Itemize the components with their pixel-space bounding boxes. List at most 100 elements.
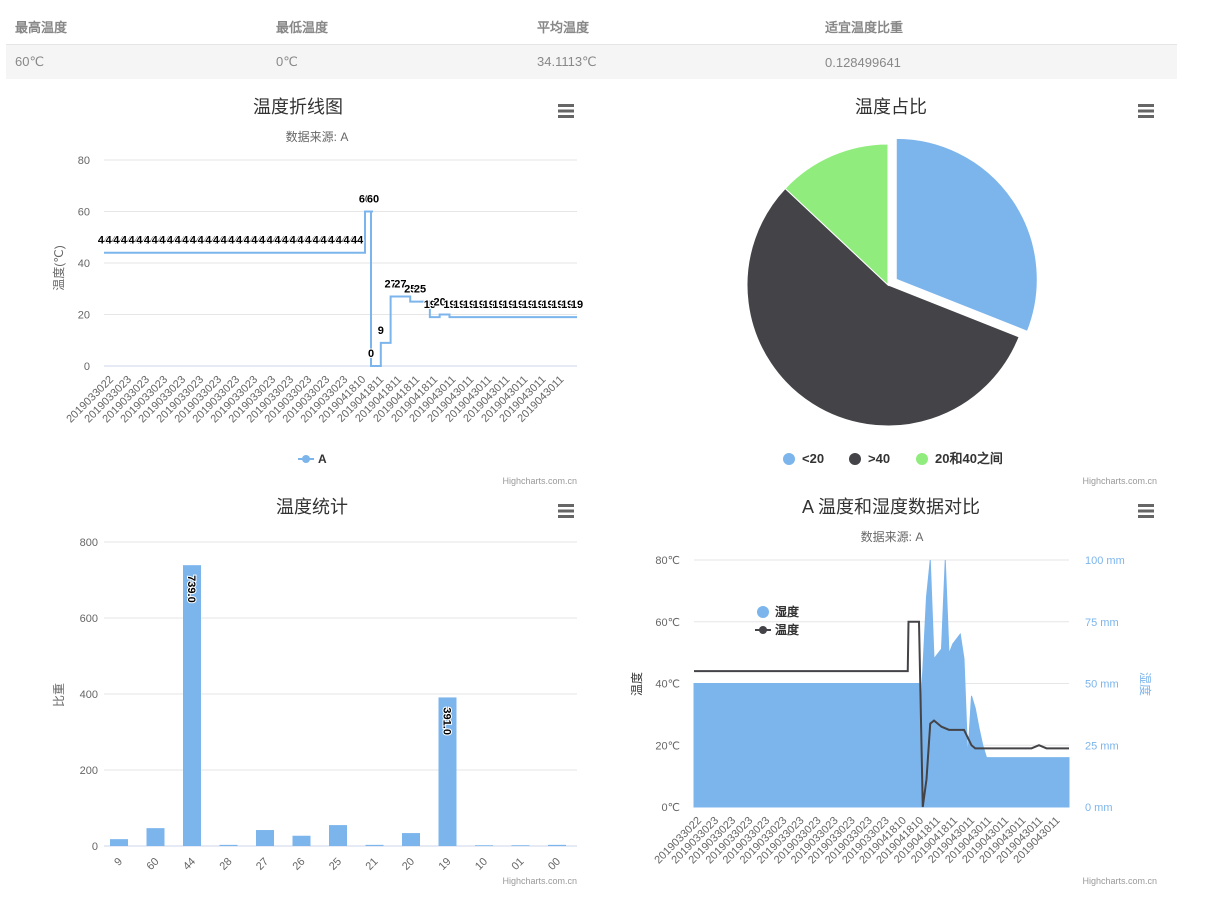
data-label: 19: [483, 299, 495, 311]
y-tick-label: 800: [80, 537, 98, 549]
combo-legend-item-temp[interactable]: 温度: [755, 622, 800, 637]
combo-chart: A 温度和湿度数据对比 数据来源: A 0℃ 20℃ 40℃ 60℃ 80℃ 0 mm 25…: [629, 497, 1157, 886]
data-label: 44: [274, 235, 287, 247]
data-label: 25: [414, 284, 426, 296]
x-tick-label: 00: [546, 856, 563, 873]
data-label: 44: [221, 235, 234, 247]
combo-legend-item-humidity[interactable]: 湿度: [757, 604, 800, 619]
y-tick-label-right: 50 mm: [1085, 679, 1119, 691]
combo-chart-ylabel-right: 湿度: [1138, 672, 1153, 696]
data-label: 19: [541, 299, 553, 311]
stats-header-row: 最高温度 最低温度 平均温度 适宜温度比重: [6, 8, 1177, 45]
bar-chart-ylabel: 比重: [52, 683, 66, 707]
data-label: 19: [443, 299, 455, 311]
pie-legend-item-lt20[interactable]: <20: [783, 451, 824, 466]
data-label: 9: [378, 325, 384, 337]
bar: [292, 835, 311, 846]
data-label: 44: [106, 235, 119, 247]
data-label: 44: [236, 235, 249, 247]
y-tick-label-left: 60℃: [655, 617, 680, 629]
series-area-humidity: [693, 559, 1070, 808]
bar: [548, 844, 566, 846]
data-label: 19: [424, 299, 436, 311]
series-line-temperature: [694, 620, 1069, 808]
pie-slice: [784, 143, 889, 287]
combo-chart-panel: A 温度和湿度数据对比 数据来源: A 0℃ 20℃ 40℃ 60℃ 80℃ 0 mm 25…: [586, 488, 1166, 894]
data-label: 739.0: [185, 575, 197, 603]
menu-icon[interactable]: [558, 104, 574, 118]
stats-value-max: 60℃: [6, 44, 267, 79]
pie-slice: [895, 137, 1038, 332]
x-tick-label: 20: [400, 856, 417, 873]
credits-link[interactable]: Highcharts.com.cn: [1082, 876, 1157, 886]
data-label: 44: [98, 235, 111, 247]
x-tick-label: 27: [254, 856, 271, 873]
legend-marker: [757, 606, 769, 618]
bar: [183, 565, 201, 846]
bar: [511, 845, 530, 846]
x-tick-label: 60: [144, 856, 161, 873]
pie-legend-label: <20: [802, 451, 824, 466]
pie-chart: 温度占比 <20 >40 20和40之间 Highcharts.com.cn: [746, 97, 1157, 486]
data-label: 44: [336, 235, 349, 247]
data-label: 44: [121, 235, 134, 247]
data-label: 44: [190, 235, 203, 247]
legend-marker: [916, 453, 928, 465]
data-label: 60: [359, 194, 371, 206]
y-tick-label: 20: [78, 310, 90, 322]
y-tick-label-left: 80℃: [655, 555, 680, 567]
data-label: 44: [267, 235, 280, 247]
x-tick-label: 19: [436, 856, 453, 873]
bar: [329, 825, 347, 846]
line-chart-title: 温度折线图: [253, 97, 343, 117]
y-tick-label-right: 25 mm: [1085, 740, 1119, 752]
y-tick-label: 80: [78, 155, 90, 167]
bar: [365, 844, 384, 846]
legend-marker: [849, 453, 861, 465]
data-label: 19: [522, 299, 534, 311]
data-label: 44: [144, 235, 157, 247]
menu-icon[interactable]: [1138, 104, 1154, 118]
data-label: 44: [320, 235, 333, 247]
stats-header-max: 最高温度: [6, 8, 267, 45]
y-tick-label-right: 75 mm: [1085, 617, 1119, 629]
stats-value-min: 0℃: [267, 44, 528, 79]
credits-link[interactable]: Highcharts.com.cn: [502, 476, 577, 486]
y-tick-label: 600: [80, 613, 98, 625]
credits-link[interactable]: Highcharts.com.cn: [502, 876, 577, 886]
pie-slice: [746, 187, 1020, 427]
stats-header-ratio: 适宜温度比重: [816, 8, 1177, 45]
pie-legend-item-gt40[interactable]: >40: [849, 451, 890, 466]
pie-legend-item-20-40[interactable]: 20和40之间: [916, 451, 1003, 466]
menu-icon[interactable]: [558, 504, 574, 518]
data-label: 44: [167, 235, 180, 247]
y-tick-label-right: 0 mm: [1085, 802, 1113, 814]
stats-header-avg: 平均温度: [528, 8, 816, 45]
y-tick-label: 40: [78, 258, 90, 270]
bar-chart: 温度统计 0 200 400 600 800 9 60 44 28 27 26 25 21 20 19 10 0…: [52, 497, 577, 886]
bar: [475, 845, 493, 846]
data-label: 44: [213, 235, 226, 247]
bar: [402, 833, 420, 846]
data-label: 19: [492, 299, 504, 311]
y-tick-label-right: 100 mm: [1085, 555, 1125, 567]
x-tick-label: 26: [290, 856, 307, 873]
y-tick-label: 200: [80, 765, 98, 777]
menu-icon[interactable]: [1138, 504, 1154, 518]
bar: [146, 828, 165, 846]
data-label: 44: [251, 235, 264, 247]
y-tick-label-left: 20℃: [655, 740, 680, 752]
credits-link[interactable]: Highcharts.com.cn: [1082, 476, 1157, 486]
bar: [219, 844, 238, 846]
data-label: 27: [394, 278, 406, 290]
data-label: 60: [367, 194, 379, 206]
bar: [110, 839, 128, 846]
legend-marker: [783, 453, 795, 465]
line-legend-item-a[interactable]: A: [298, 452, 327, 466]
x-tick-label: 21: [363, 856, 380, 873]
data-label: 44: [152, 235, 165, 247]
data-label: 19: [453, 299, 465, 311]
stats-header-min: 最低温度: [267, 8, 528, 45]
data-label: 27: [384, 278, 396, 290]
data-label: 19: [532, 299, 544, 311]
